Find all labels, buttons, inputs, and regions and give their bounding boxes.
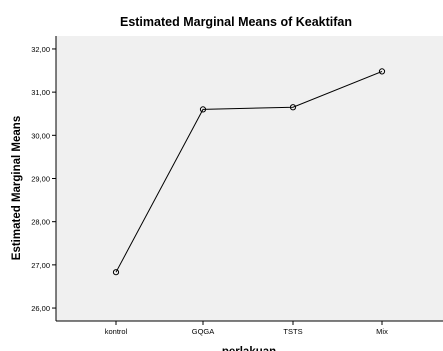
x-axis-label: perlakuan xyxy=(222,346,276,351)
y-axis-ticks: 26,00 27,00 28,00 29,00 30,00 31,00 32,00 xyxy=(31,45,56,313)
y-tick-label: 30,00 xyxy=(31,131,50,140)
chart-title: Estimated Marginal Means of Keaktifan xyxy=(120,15,352,29)
y-tick-label: 26,00 xyxy=(31,304,50,313)
series-line xyxy=(115,70,383,273)
x-tick-label: Mix xyxy=(376,327,388,336)
y-tick-label: 31,00 xyxy=(31,88,50,97)
y-tick-label: 28,00 xyxy=(31,218,50,227)
data-point-mix xyxy=(378,68,386,75)
y-tick-label: 32,00 xyxy=(31,45,50,54)
plot-area xyxy=(56,36,443,321)
x-axis-ticks: kontrol GQGA TSTS Mix xyxy=(105,321,388,336)
data-point-tsts xyxy=(289,104,297,111)
data-point-gqga xyxy=(199,106,207,113)
series-layer xyxy=(112,68,386,276)
x-tick-label: TSTS xyxy=(283,327,302,336)
x-tick-label: kontrol xyxy=(105,327,128,336)
data-point-kontrol xyxy=(112,269,120,276)
y-tick-label: 27,00 xyxy=(31,261,50,270)
y-axis-label: Estimated Marginal Means xyxy=(11,116,23,260)
x-tick-label: GQGA xyxy=(192,327,215,336)
y-tick-label: 29,00 xyxy=(31,175,50,184)
